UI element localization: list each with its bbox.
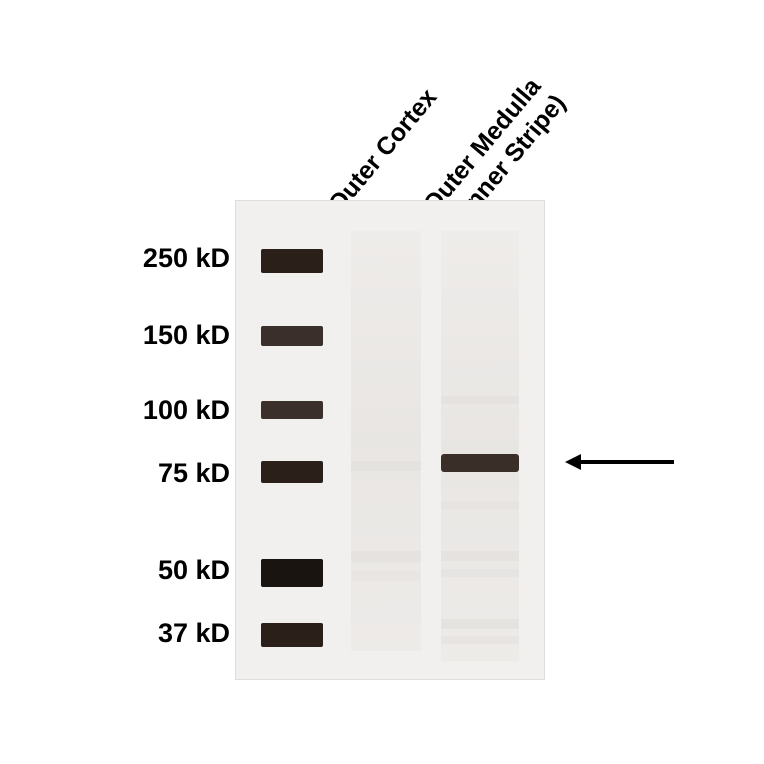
lane-medulla-faint-4 xyxy=(441,569,519,577)
mw-label-250: 250 kD xyxy=(120,243,230,274)
lane-medulla-faint-6 xyxy=(441,636,519,644)
mw-label-37: 37 kD xyxy=(120,618,230,649)
mw-label-100: 100 kD xyxy=(120,395,230,426)
lane-medulla-faint-1 xyxy=(441,396,519,404)
lane-medulla-smear xyxy=(441,231,519,661)
blot-membrane xyxy=(235,200,545,680)
mw-label-75: 75 kD xyxy=(120,458,230,489)
ladder-band-75 xyxy=(261,461,323,483)
arrow-line xyxy=(579,460,674,464)
lane-medulla-faint-5 xyxy=(441,619,519,629)
ladder-band-50 xyxy=(261,559,323,587)
lane-cortex-faint-1 xyxy=(351,461,421,471)
lane-medulla-faint-2 xyxy=(441,501,519,509)
mw-label-150: 150 kD xyxy=(120,320,230,351)
lane-cortex-faint-3 xyxy=(351,571,421,581)
lane-medulla-main-band xyxy=(441,454,519,472)
ladder-band-150 xyxy=(261,326,323,346)
ladder-band-37 xyxy=(261,623,323,647)
lane-medulla-faint-3 xyxy=(441,551,519,561)
ladder-band-100 xyxy=(261,401,323,419)
mw-label-50: 50 kD xyxy=(120,555,230,586)
lane-cortex-smear xyxy=(351,231,421,651)
lane-cortex-faint-2 xyxy=(351,551,421,563)
ladder-band-250 xyxy=(261,249,323,273)
